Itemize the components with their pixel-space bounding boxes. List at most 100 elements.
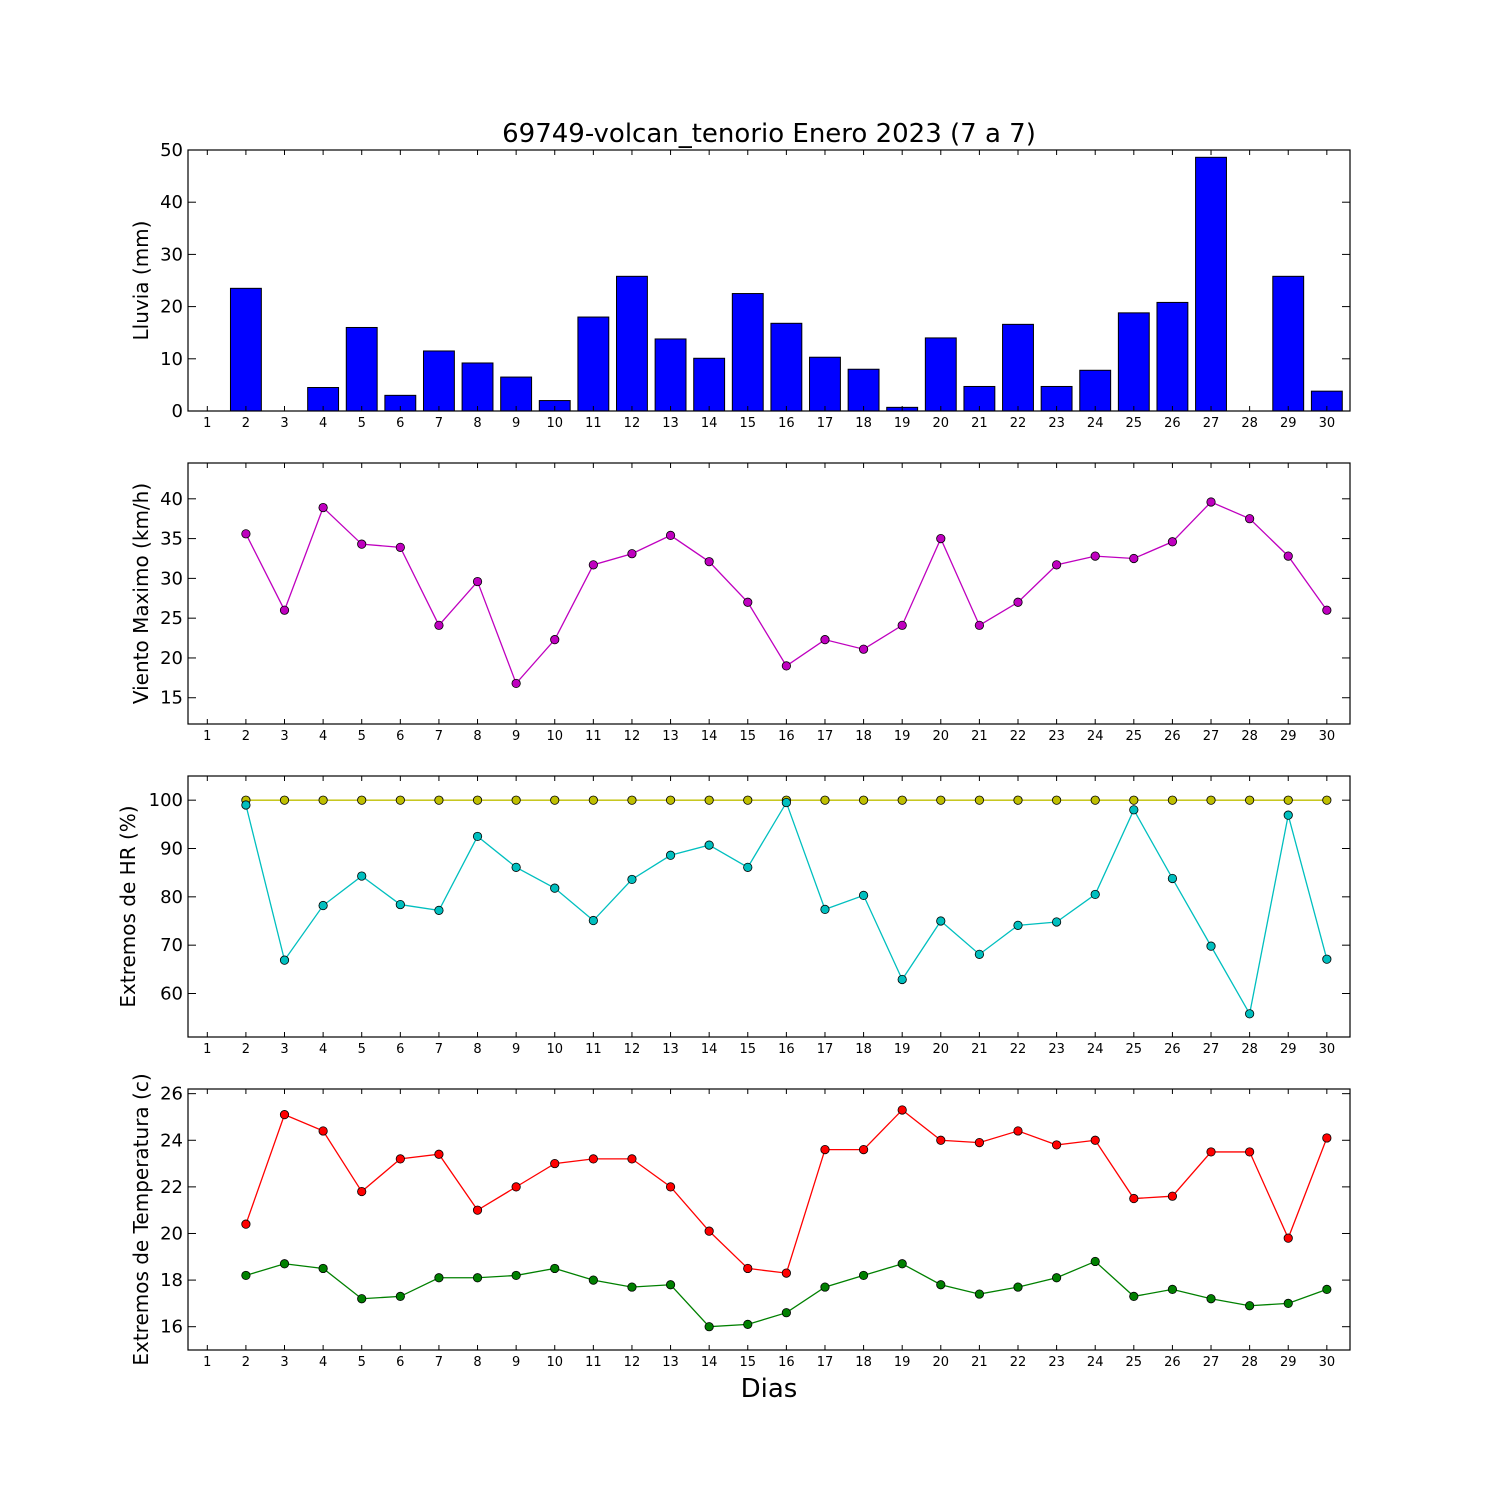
point-series-2-day-16 [781,1308,791,1318]
y-tick-label: 90 [160,839,183,860]
point-series-2-day-13 [665,1280,676,1290]
chart-hr: 1 2 3 4 5 6 7 8 9 10 11 12 13 14 15 16 17 18 19 20 21 22 23 24 2… [116,775,1351,1057]
point-series-1-day-23 [1052,560,1062,570]
point-series-1-day-27 [1206,1147,1216,1157]
x-tick-label: 19 [894,1355,911,1370]
point-series-2-day-29 [1283,810,1293,820]
point-series-1-day-8 [472,795,483,805]
point-series-1-day-6 [395,795,405,805]
point-series-2-day-30 [1322,1284,1332,1295]
point-series-1-day-21 [974,1138,985,1148]
point-series-1-day-15 [743,1263,753,1274]
point-series-1-day-10 [550,795,560,805]
x-tick-label: 25 [1126,1355,1143,1370]
x-tick-label: 22 [1010,729,1027,744]
point-series-1-day-2 [241,1219,251,1229]
x-tick-label: 1 [203,1355,211,1370]
point-series-1-day-7 [434,620,444,630]
x-tick-label: 5 [358,729,366,744]
point-series-1-day-19 [897,1105,907,1115]
x-tick-label: 2 [242,1042,250,1057]
x-tick-label: 3 [280,416,288,431]
point-series-2-day-8 [472,831,483,842]
point-series-2-day-8 [472,1273,483,1283]
bar-day-16 [770,322,803,412]
point-series-1-day-12 [627,1154,637,1164]
x-tick-label: 12 [624,1042,641,1057]
bar-day-22 [1002,323,1034,412]
x-tick-label: 15 [739,416,756,431]
y-tick-label: 20 [160,648,183,669]
point-series-1-day-7 [434,795,444,805]
x-tick-label: 14 [701,1042,718,1057]
point-series-2-day-18 [858,890,869,900]
x-tick-label: 25 [1126,416,1143,431]
bar-day-25 [1117,312,1150,412]
x-tick-label: 23 [1048,729,1065,744]
x-tick-label: 12 [624,729,641,744]
point-series-1-day-22 [1013,795,1023,805]
point-series-2-day-26 [1167,1284,1178,1295]
bar-day-9 [500,376,533,412]
x-tick-label: 16 [778,416,795,431]
x-tick-label: 6 [396,416,404,431]
x-tick-label: 28 [1241,1355,1258,1370]
point-series-1-day-17 [820,1144,830,1155]
point-series-2-day-18 [858,1270,869,1281]
point-series-2-day-21 [974,949,985,959]
point-series-1-day-20 [936,533,946,544]
axes-frame [187,462,1351,725]
x-tick-label: 4 [319,1042,327,1057]
chart-viento: 1 2 3 4 5 6 7 8 9 10 11 12 13 14 15 16 17 18 19 20 21 22 23 24 2… [129,462,1351,744]
point-series-2-day-24 [1090,1256,1100,1267]
x-tick-label: 24 [1087,729,1104,744]
x-tick-label: 27 [1203,729,1220,744]
x-tick-label: 10 [546,729,563,744]
x-tick-label: 17 [817,729,834,744]
x-tick-label: 9 [512,729,520,744]
x-tick-label: 11 [585,416,602,431]
point-series-2-day-3 [279,955,290,965]
x-tick-label: 22 [1010,416,1027,431]
x-tick-label: 18 [855,416,872,431]
y-tick-label: 24 [160,1130,183,1151]
point-series-2-day-16 [781,797,791,808]
y-tick-label: 18 [160,1270,183,1291]
point-series-1-day-28 [1245,1147,1255,1157]
point-series-1-day-26 [1167,537,1178,547]
x-tick-label: 23 [1048,1355,1065,1370]
point-series-1-day-16 [781,661,791,671]
x-tick-label: 30 [1319,729,1336,744]
point-series-2-day-17 [820,1282,830,1292]
y-tick-label: 60 [160,984,183,1005]
x-tick-label: 3 [280,1042,288,1057]
x-tick-label: 28 [1241,416,1258,431]
x-tick-label: 23 [1048,416,1065,431]
x-tick-label: 21 [971,416,988,431]
point-series-2-day-23 [1052,917,1062,927]
point-series-2-day-19 [897,1259,907,1269]
axes-frame [187,1088,1351,1351]
y-tick-label: 40 [160,489,183,510]
point-series-2-day-27 [1206,941,1216,951]
point-series-2-day-25 [1129,805,1139,815]
x-tick-label: 2 [242,729,250,744]
point-series-2-day-11 [588,915,598,926]
point-series-1-day-23 [1052,795,1062,805]
x-tick-label: 19 [894,1042,911,1057]
point-series-1-day-14 [704,1226,714,1236]
x-tick-label: 8 [473,416,481,431]
point-series-1-day-22 [1013,597,1023,607]
x-tick-label: 22 [1010,1355,1027,1370]
point-series-2-day-28 [1245,1301,1255,1311]
x-tick-label: 11 [585,1042,602,1057]
x-tick-label: 24 [1087,1355,1104,1370]
point-series-1-day-24 [1090,551,1100,561]
x-tick-label: 22 [1010,1042,1027,1057]
x-tick-label: 7 [435,729,443,744]
x-tick-label: 27 [1203,416,1220,431]
point-series-2-day-23 [1052,1273,1062,1283]
x-tick-label: 8 [473,1042,481,1057]
y-tick-label: 15 [160,688,183,709]
point-series-1-day-25 [1129,1193,1139,1204]
